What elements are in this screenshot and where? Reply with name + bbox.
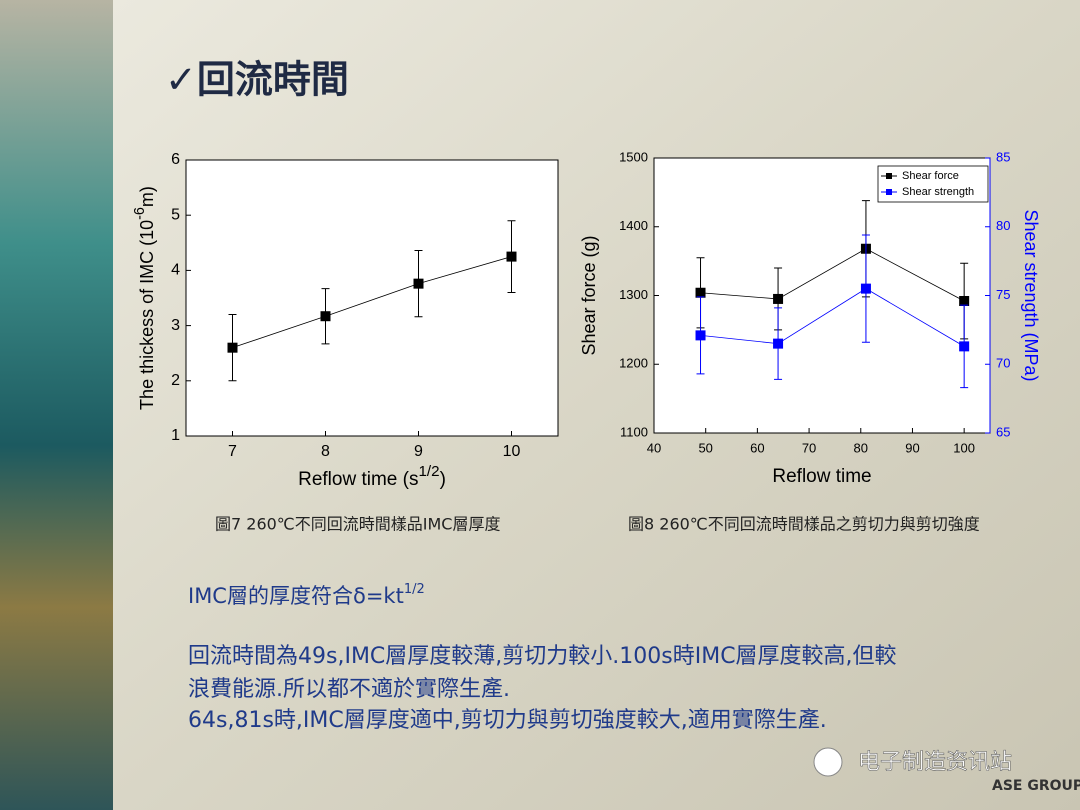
y-tick-label: 6: [171, 151, 180, 168]
x-tick-label: 60: [750, 440, 764, 455]
axis-label-text: m): [137, 186, 157, 207]
point: [773, 338, 784, 349]
y-tick-label: 4: [171, 262, 180, 279]
point: [860, 283, 871, 294]
body-line: 回流時間為49s,IMC層厚度較薄,剪切力較小.100s時IMC層厚度較高,但較: [188, 644, 897, 669]
legend-swatch: [886, 189, 892, 195]
legend-label: Shear force: [902, 170, 959, 182]
formula-text: IMC層的厚度符合δ=kt: [188, 584, 404, 608]
y2-tick-label: 70: [996, 356, 1010, 371]
x-tick-label: 50: [698, 440, 712, 455]
point: [695, 287, 706, 298]
point: [413, 278, 424, 289]
axis-label-text: Shear strength (MPa): [1021, 209, 1041, 381]
axis-label: Shear strength (MPa): [1021, 209, 1041, 381]
legend-label: Shear strength: [902, 186, 974, 198]
x-tick-label: 10: [503, 443, 521, 460]
y-tick-label: 1200: [619, 356, 648, 371]
x-tick-label: 70: [802, 440, 816, 455]
y-tick-label: 3: [171, 317, 180, 334]
axis-label: Reflow time (s1/2): [298, 463, 446, 490]
point: [959, 341, 970, 352]
caption: 圖8 260℃不同回流時間樣品之剪切力與剪切強度: [628, 515, 980, 534]
y-tick-label: 1100: [620, 424, 648, 439]
y-tick-label: 1: [171, 427, 180, 444]
point: [695, 330, 706, 341]
x-tick-label: 8: [321, 443, 330, 460]
axis-label-text: The thickess of IMC (10: [137, 220, 157, 410]
y-tick-label: 1400: [619, 218, 648, 233]
point: [506, 251, 517, 262]
y-tick-label: 1300: [619, 287, 648, 302]
formula-sup: 1/2: [404, 582, 425, 597]
body-line: 64s,81s時,IMC層厚度適中,剪切力與剪切強度較大,適用實際生產.: [188, 708, 827, 733]
series-line: [232, 256, 512, 349]
axis-label-text: Reflow time (s: [298, 469, 418, 490]
slide-title: ✓回流時間: [165, 58, 349, 102]
y2-tick-label: 80: [996, 218, 1010, 233]
body-line: 浪費能源.所以都不適於實際生產.: [188, 677, 510, 702]
caption: 圖7 260℃不同回流時間樣品IMC層厚度: [215, 515, 500, 534]
x-tick-label: 40: [647, 440, 661, 455]
formula: IMC層的厚度符合δ=kt1/2: [188, 582, 425, 609]
axis-label-sup: -6: [132, 207, 148, 220]
axis-label-sup: 1/2: [418, 463, 439, 480]
y2-tick-label: 85: [996, 149, 1010, 164]
axis-label-text: Reflow time: [772, 466, 871, 487]
axis-label: Shear force (g): [579, 235, 599, 355]
x-tick-label: 80: [854, 440, 868, 455]
x-tick-label: 100: [953, 440, 975, 455]
x-tick-label: 7: [228, 443, 237, 460]
legend-box: [877, 165, 989, 203]
logo: ASE GROUP: [992, 778, 1080, 794]
axis-label-text: ): [440, 469, 446, 490]
x-tick-label: 90: [905, 440, 919, 455]
plot-area: [186, 160, 558, 436]
point: [320, 311, 331, 322]
axis-label-text: Shear force (g): [579, 235, 599, 355]
watermark: 电子制造资讯站: [858, 750, 1012, 775]
series-line: [700, 288, 965, 347]
y-tick-label: 2: [171, 372, 180, 389]
axis-label: The thickess of IMC (10-6m): [132, 186, 157, 410]
y-tick-label: 5: [171, 206, 180, 223]
wechat-icon: [813, 747, 843, 777]
y2-tick-label: 65: [996, 424, 1010, 439]
point: [773, 293, 784, 304]
axis-label: Reflow time: [772, 466, 871, 487]
legend-swatch: [886, 173, 892, 179]
plot-area: [654, 158, 990, 433]
y-tick-label: 1500: [619, 149, 648, 164]
point: [959, 296, 970, 306]
plot-frame: [185, 159, 559, 437]
point: [227, 342, 238, 353]
y2-tick-label: 75: [996, 287, 1010, 302]
series-line: [700, 248, 965, 302]
x-tick-label: 9: [414, 443, 423, 460]
